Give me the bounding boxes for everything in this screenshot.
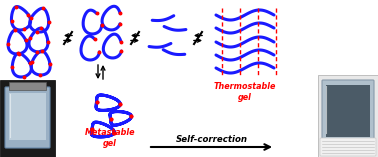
FancyBboxPatch shape (320, 138, 376, 156)
Bar (0, 80, 55, 157)
Bar (326, 85, 370, 137)
Bar (9, 82, 46, 90)
Bar (318, 75, 378, 157)
FancyBboxPatch shape (322, 80, 374, 142)
Bar (9, 93, 46, 140)
FancyBboxPatch shape (5, 87, 50, 148)
Text: Thermostable
gel: Thermostable gel (214, 82, 276, 102)
Text: Metastable
gel: Metastable gel (85, 128, 135, 148)
Text: Self-correction: Self-correction (176, 135, 248, 144)
